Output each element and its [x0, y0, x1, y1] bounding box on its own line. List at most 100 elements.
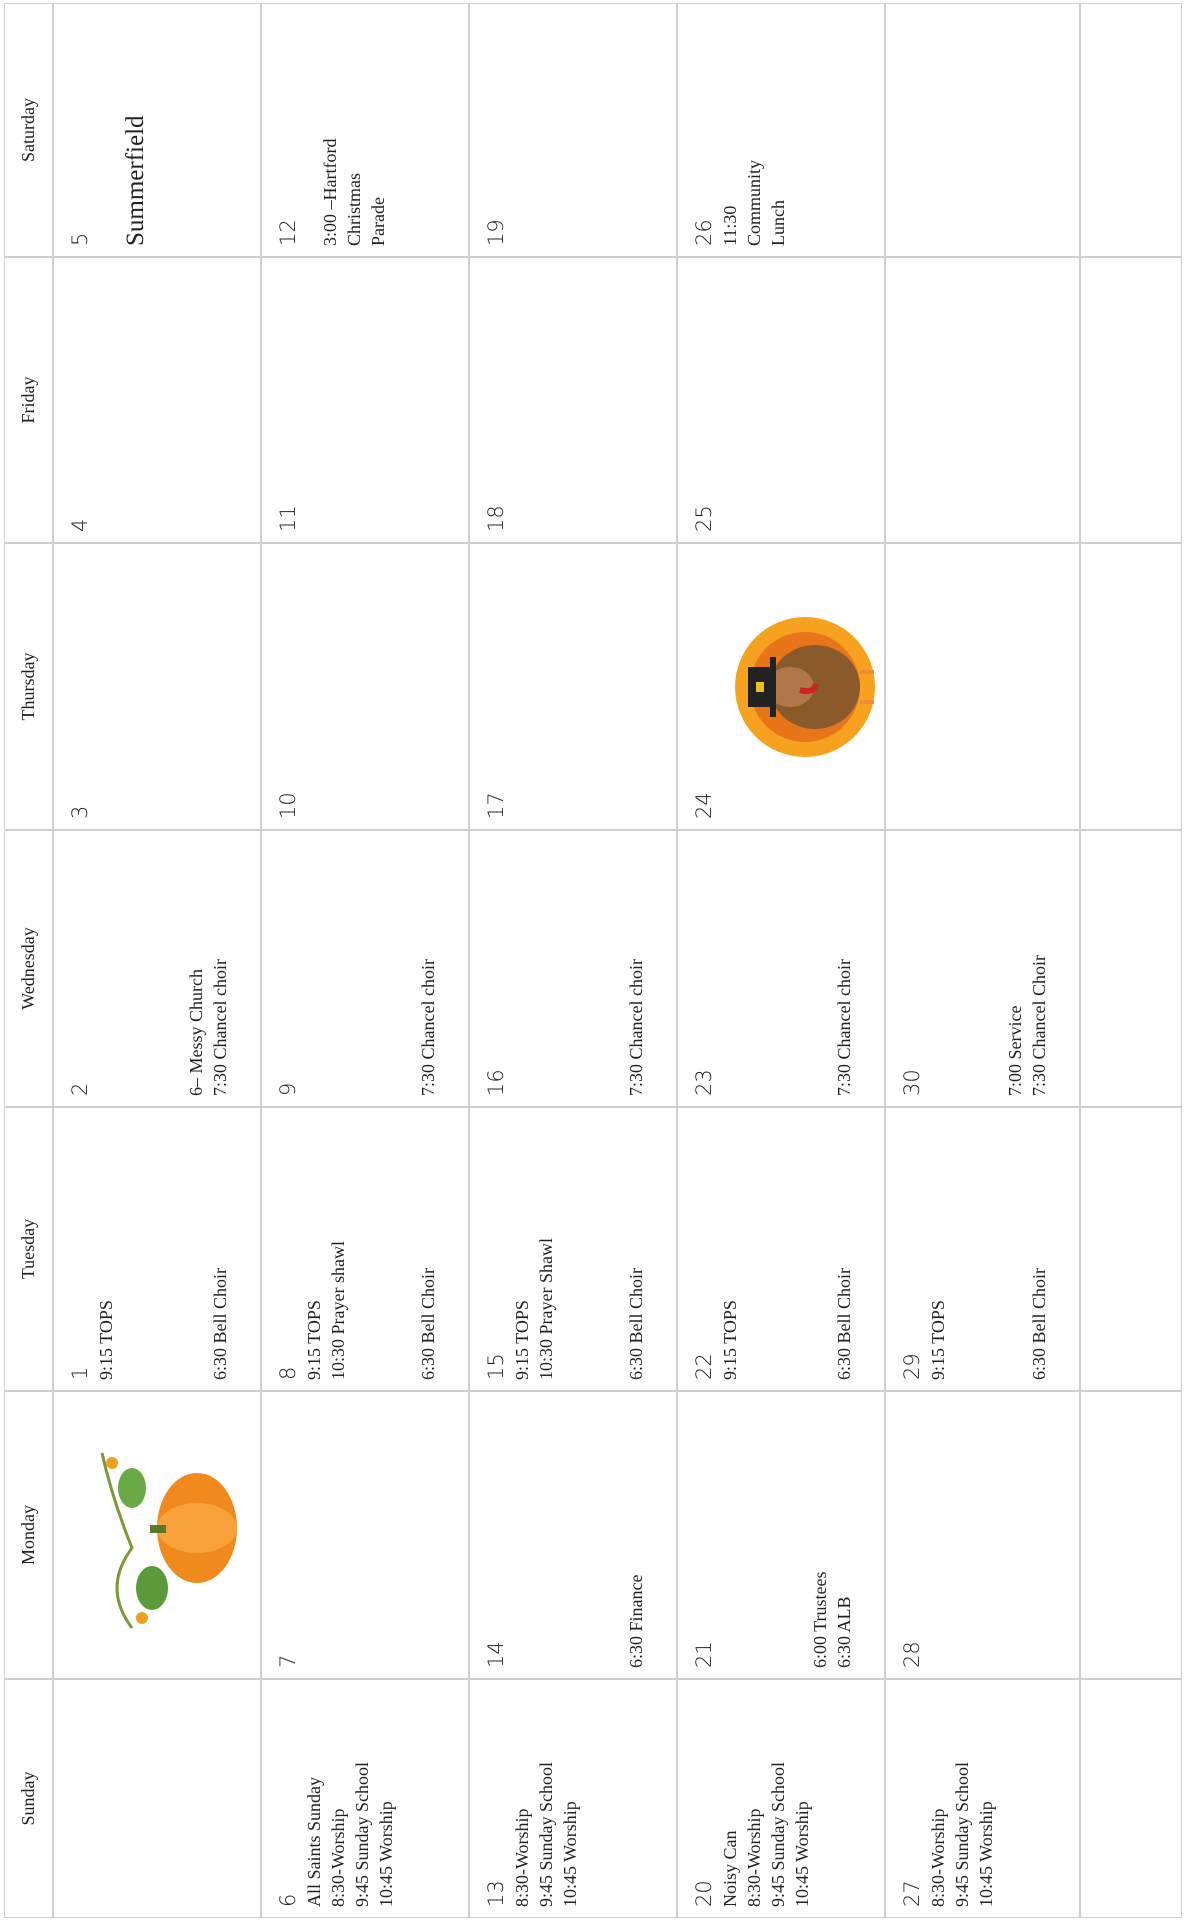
event-text: 10:30 Prayer shawl	[326, 1241, 350, 1380]
event-text: 10:45 Worship	[790, 1762, 814, 1907]
pumpkin-image	[92, 1440, 252, 1648]
event-group: Summerfield	[124, 115, 148, 246]
date-number: 26	[692, 219, 716, 246]
event-text: 7:30 Chancel choir	[624, 959, 648, 1096]
event-text: Lunch	[766, 160, 790, 246]
empty-cell	[1080, 257, 1182, 543]
event-text: 9:15 TOPS	[302, 1241, 326, 1380]
date-number: 21	[692, 1641, 716, 1668]
day-cell	[885, 543, 1080, 830]
day-cell: 28	[885, 1391, 1080, 1679]
event-text: 9:15 TOPS	[718, 1300, 742, 1380]
event-group: 7:30 Chancel choir	[624, 959, 648, 1096]
day-cell: 7	[261, 1391, 469, 1679]
event-text: 8:30-Worship	[510, 1762, 534, 1907]
event-text: 11:30	[718, 160, 742, 246]
event-text: 6:30 Bell Choir	[1027, 1268, 1051, 1380]
date-number: 13	[484, 1880, 508, 1907]
page: 307:00 Service7:30 Chancel Choir299:15 T…	[0, 0, 1185, 1921]
day-cell: 18	[469, 257, 677, 543]
calendar: 307:00 Service7:30 Chancel Choir299:15 T…	[0, 0, 1185, 1921]
empty-cell	[1080, 1107, 1182, 1391]
day-header: Tuesday	[4, 1107, 53, 1391]
day-header: Saturday	[4, 3, 53, 257]
event-group: 6:30 Finance	[624, 1575, 648, 1668]
event-text: 9:15 TOPS	[926, 1300, 950, 1380]
date-number: 8	[276, 1367, 300, 1380]
event-group: 7:30 Chancel choir	[832, 959, 856, 1096]
day-header: Thursday	[4, 543, 53, 830]
event-text: 7:00 Service	[1003, 955, 1027, 1096]
event-text: 9:15 TOPS	[94, 1300, 118, 1380]
day-cell: 11	[261, 257, 469, 543]
date-number: 30	[900, 1069, 924, 1096]
event-text: All Saints Sunday	[302, 1762, 326, 1907]
event-text: 10:45 Worship	[974, 1762, 998, 1907]
event-text: 8:30-Worship	[742, 1762, 766, 1907]
day-cell: 25	[677, 257, 885, 543]
empty-cell	[1080, 543, 1182, 830]
date-number: 12	[276, 219, 300, 246]
event-text: 3:00 –Hartford	[318, 139, 342, 246]
event-text: 7:30 Chancel choir	[832, 959, 856, 1096]
event-text: 6:00 Trustees	[808, 1571, 832, 1668]
date-number: 6	[276, 1894, 300, 1907]
event-text: 7:30 Chancel Choir	[1027, 955, 1051, 1096]
day-header: Monday	[4, 1391, 53, 1679]
event-text: Parade	[366, 139, 390, 246]
date-number: 4	[68, 519, 92, 532]
event-text: 6:30 Finance	[624, 1575, 648, 1668]
event-text: 10:45 Worship	[374, 1762, 398, 1907]
date-number: 27	[900, 1880, 924, 1907]
event-group: 9:15 TOPS	[718, 1300, 742, 1380]
day-cell: 9 7:30 Chancel choir	[261, 830, 469, 1107]
event-text: 6– Messy Church	[184, 959, 208, 1096]
event-text: 7:30 Chancel choir	[416, 959, 440, 1096]
event-text: 8:30-Worship	[326, 1762, 350, 1907]
empty-cell	[1080, 3, 1182, 257]
date-number: 9	[276, 1083, 300, 1096]
event-text: Noisy Can	[718, 1762, 742, 1907]
event-text: 6:30 ALB	[832, 1571, 856, 1668]
date-number: 16	[484, 1069, 508, 1096]
event-group: 9:15 TOPS	[94, 1300, 118, 1380]
date-number: 18	[484, 505, 508, 532]
event-group: 7:30 Chancel choir	[416, 959, 440, 1096]
day-cell: 16 7:30 Chancel choir	[469, 830, 677, 1107]
date-number: 24	[692, 792, 716, 819]
event-group: 6:30 Bell Choir	[832, 1268, 856, 1380]
date-number: 22	[692, 1353, 716, 1380]
day-header: Sunday	[4, 1679, 53, 1918]
date-number: 20	[692, 1880, 716, 1907]
date-number: 7	[276, 1655, 300, 1668]
empty-cell	[1080, 830, 1182, 1107]
day-cell	[885, 257, 1080, 543]
date-number: 15	[484, 1353, 508, 1380]
day-cell: 3	[53, 543, 261, 830]
day-cell	[885, 3, 1080, 257]
event-text: 9:45 Sunday School	[350, 1762, 374, 1907]
date-number: 11	[276, 505, 300, 532]
date-number: 5	[68, 233, 92, 246]
event-text: 6:30 Bell Choir	[832, 1268, 856, 1380]
